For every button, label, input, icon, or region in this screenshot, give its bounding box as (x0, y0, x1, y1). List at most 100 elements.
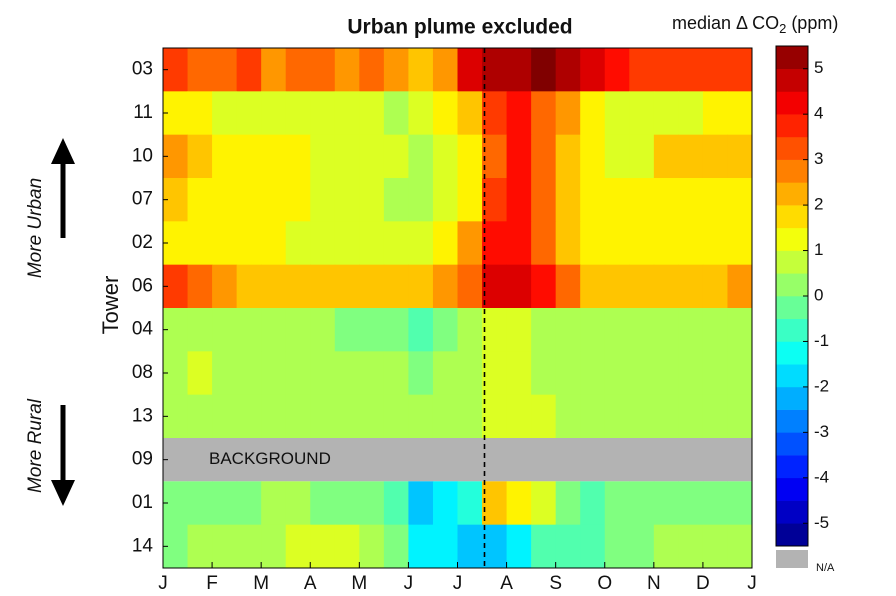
cell (285, 481, 311, 526)
y-tick-label: 01 (132, 492, 153, 513)
cell (702, 264, 728, 309)
cell (506, 91, 532, 136)
colorbar-step (776, 91, 808, 115)
colorbar-tick-label: 5 (814, 58, 823, 77)
cell (310, 48, 336, 92)
cell (212, 48, 238, 92)
cell (678, 351, 704, 396)
cell (482, 351, 508, 396)
cell (629, 524, 655, 569)
cell (482, 308, 508, 352)
cell (432, 91, 458, 136)
cell (555, 91, 581, 136)
cell (187, 308, 213, 352)
cell (236, 178, 262, 222)
cell (383, 134, 409, 179)
cell (212, 351, 238, 396)
cell (212, 91, 238, 136)
cell (285, 48, 311, 92)
colorbar-step (776, 114, 808, 138)
x-tick-label: D (696, 573, 710, 594)
colorbar-step (776, 364, 808, 388)
na-row (163, 438, 752, 482)
colorbar-step (776, 136, 808, 160)
na-swatch (776, 550, 808, 568)
cell (629, 481, 655, 526)
y-tick-label: 14 (132, 535, 154, 556)
cell (629, 221, 655, 266)
cell (604, 134, 630, 179)
cell (580, 134, 606, 179)
cell (555, 524, 581, 569)
colorbar-tick-label: 2 (814, 195, 823, 214)
cell (261, 48, 287, 92)
colorbar-step (776, 296, 808, 320)
cell (310, 91, 336, 136)
x-tick-label: J (453, 573, 463, 594)
cell (334, 221, 360, 266)
cell (285, 91, 311, 136)
cell (261, 221, 287, 266)
cell (236, 308, 262, 352)
cell (212, 394, 238, 439)
cell (629, 351, 655, 396)
cell (212, 524, 238, 569)
cell (629, 394, 655, 439)
cell (506, 178, 532, 222)
cell (334, 394, 360, 439)
cell (653, 351, 679, 396)
cell (580, 178, 606, 222)
cell (506, 48, 532, 92)
cell (383, 524, 409, 569)
cell (482, 394, 508, 439)
cell (580, 264, 606, 309)
cell (727, 48, 753, 92)
cell (531, 178, 557, 222)
cell (506, 351, 532, 396)
colorbar-step (776, 341, 808, 365)
cell (702, 221, 728, 266)
cell (604, 524, 630, 569)
cell (383, 481, 409, 526)
colorbar-step (776, 500, 808, 524)
cell (285, 264, 311, 309)
cell (408, 264, 434, 309)
cell (285, 351, 311, 396)
cell (555, 48, 581, 92)
cell (334, 308, 360, 352)
cell (359, 351, 385, 396)
cell (408, 91, 434, 136)
cell (580, 308, 606, 352)
cell (187, 91, 213, 136)
cell (531, 264, 557, 309)
colorbar-title: median Δ CO2 (ppm) (672, 13, 838, 37)
cell (580, 221, 606, 266)
x-tick-label: O (597, 573, 612, 594)
cell (482, 524, 508, 569)
y-tick-label: 11 (133, 102, 153, 123)
cell (727, 134, 753, 179)
cell (212, 481, 238, 526)
colorbar-step (776, 318, 808, 342)
cell (653, 524, 679, 569)
cell (359, 178, 385, 222)
colorbar-step (776, 523, 808, 547)
cell (334, 351, 360, 396)
cell (482, 91, 508, 136)
cell (604, 221, 630, 266)
cell (629, 264, 655, 309)
cell (702, 91, 728, 136)
colorbar-step (776, 205, 808, 229)
cell (629, 178, 655, 222)
cell (310, 264, 336, 309)
cell (531, 221, 557, 266)
cell (285, 178, 311, 222)
cell (359, 48, 385, 92)
cell (359, 394, 385, 439)
cell (653, 178, 679, 222)
cell (334, 91, 360, 136)
cell (432, 178, 458, 222)
cell (432, 221, 458, 266)
cell (604, 351, 630, 396)
cell (506, 134, 532, 179)
